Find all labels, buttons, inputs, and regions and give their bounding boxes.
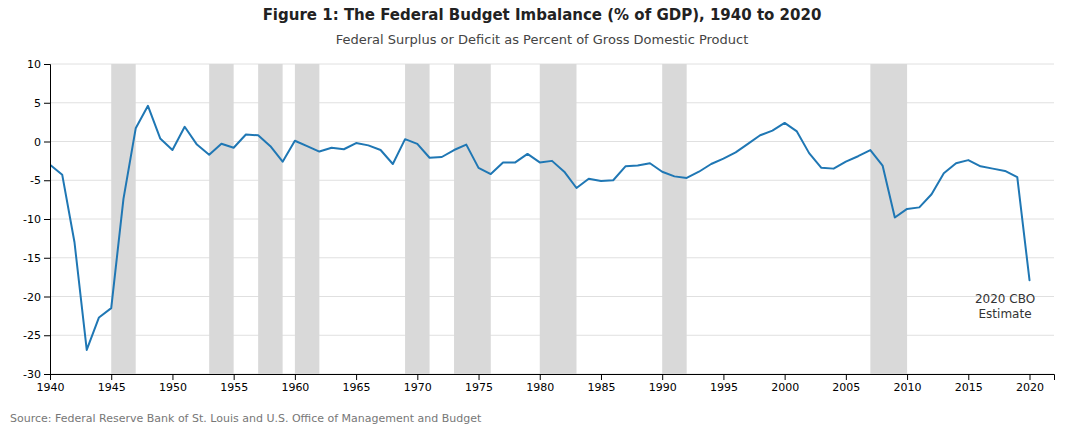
tick-mark xyxy=(907,374,908,380)
tick: 2010 xyxy=(894,374,922,394)
tick-label: 1975 xyxy=(465,381,493,394)
tick: 1995 xyxy=(710,374,738,394)
tick-mark xyxy=(44,258,50,259)
tick-label: 1965 xyxy=(343,381,371,394)
tick-label: -25 xyxy=(23,329,41,342)
tick: -25 xyxy=(23,329,50,342)
tick: 1955 xyxy=(220,374,248,394)
tick-label: 1940 xyxy=(37,381,65,394)
subtitle: Federal Surplus or Deficit as Percent of… xyxy=(336,32,749,47)
recession-bands xyxy=(111,64,907,374)
tick-mark xyxy=(601,374,602,380)
tick-mark xyxy=(44,64,50,65)
tick: -10 xyxy=(23,213,50,226)
title: Figure 1: The Federal Budget Imbalance (… xyxy=(263,6,822,24)
annotation: 2020 CBOEstimate xyxy=(975,292,1035,320)
data-line xyxy=(50,106,1030,350)
tick-label: 1990 xyxy=(649,381,677,394)
tick-label: 2010 xyxy=(894,381,922,394)
tick: 2020 xyxy=(1016,374,1044,394)
tick-label: -15 xyxy=(23,252,41,265)
tick: -5 xyxy=(30,174,50,187)
axis-line xyxy=(51,375,1055,381)
tick-mark xyxy=(44,374,50,375)
tick: 1980 xyxy=(526,374,554,394)
tick-label: 1985 xyxy=(587,381,615,394)
tick-mark xyxy=(417,374,418,380)
tick-mark xyxy=(295,374,296,380)
tick-mark xyxy=(44,103,50,104)
tick-label: 1955 xyxy=(220,381,248,394)
recession-band xyxy=(540,64,577,374)
tick-mark xyxy=(172,374,173,380)
tick-mark xyxy=(662,374,663,380)
tick: -20 xyxy=(23,291,50,304)
y-axis: 10 5 0 -5 -10 -15 -20 -25 -30 xyxy=(23,58,50,381)
recession-band xyxy=(258,64,282,374)
tick-mark xyxy=(785,374,786,380)
tick: 1990 xyxy=(649,374,677,394)
source: Source: Federal Reserve Bank of St. Loui… xyxy=(10,412,482,425)
tick: 1950 xyxy=(159,374,187,394)
tick-mark xyxy=(723,374,724,380)
tick: 1970 xyxy=(404,374,432,394)
tick-label: 5 xyxy=(34,97,41,110)
tick-mark xyxy=(968,374,969,380)
tick: -30 xyxy=(23,368,50,381)
tick-mark xyxy=(1030,374,1031,380)
tick: 1960 xyxy=(281,374,309,394)
tick: 1965 xyxy=(343,374,371,394)
recession-band xyxy=(295,64,319,374)
tick-label: 2015 xyxy=(955,381,983,394)
tick-label: 1960 xyxy=(281,381,309,394)
axis-line xyxy=(44,65,51,375)
tick-mark xyxy=(234,374,235,380)
recession-band xyxy=(870,64,907,374)
tick-mark xyxy=(44,219,50,220)
x-axis: 1940 1945 1950 1955 1960 1965 1970 1975 1980 1985… xyxy=(37,374,1055,394)
tick-label: 0 xyxy=(34,136,41,149)
plot-area xyxy=(50,64,1030,374)
tick-mark xyxy=(44,142,50,143)
tick-label: -20 xyxy=(23,291,41,304)
recession-band xyxy=(209,64,233,374)
tick-label: 1970 xyxy=(404,381,432,394)
tick-mark xyxy=(44,297,50,298)
tick-label: -5 xyxy=(30,174,41,187)
tick-label: 2000 xyxy=(771,381,799,394)
tick-label: 2020 xyxy=(1016,381,1044,394)
recession-band xyxy=(111,64,135,374)
tick-mark xyxy=(356,374,357,380)
tick: 2000 xyxy=(771,374,799,394)
tick: -15 xyxy=(23,252,50,265)
tick-label: 10 xyxy=(27,58,41,71)
tick: 0 xyxy=(34,136,50,149)
tick-label: 1950 xyxy=(159,381,187,394)
tick: 10 xyxy=(27,58,50,71)
tick: 2005 xyxy=(832,374,860,394)
tick-mark xyxy=(44,180,50,181)
tick-label: 1995 xyxy=(710,381,738,394)
tick: 2015 xyxy=(955,374,983,394)
tick: 5 xyxy=(34,97,50,110)
tick-label: 1945 xyxy=(98,381,126,394)
tick-mark xyxy=(44,335,50,336)
recession-band xyxy=(454,64,491,374)
tick: 1985 xyxy=(587,374,615,394)
tick-label: -30 xyxy=(23,368,41,381)
tick-mark xyxy=(111,374,112,380)
chart: 1940 1945 1950 1955 1960 1965 1970 1975 1980 1985… xyxy=(0,0,1084,430)
tick: 1975 xyxy=(465,374,493,394)
tick-mark xyxy=(540,374,541,380)
recession-band xyxy=(405,64,429,374)
grid xyxy=(50,64,1054,374)
tick-label: 2005 xyxy=(832,381,860,394)
tick: 1945 xyxy=(98,374,126,394)
tick-mark xyxy=(479,374,480,380)
tick-label: 1980 xyxy=(526,381,554,394)
tick-mark xyxy=(846,374,847,380)
recession-band xyxy=(662,64,686,374)
tick-label: -10 xyxy=(23,213,41,226)
